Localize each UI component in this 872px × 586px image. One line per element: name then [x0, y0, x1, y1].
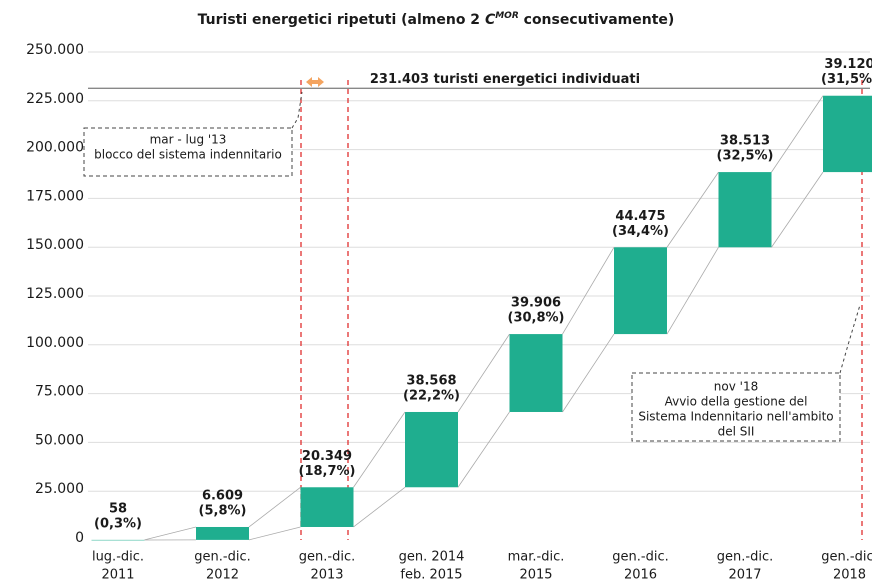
value-label: 39.120	[824, 57, 872, 72]
annotation-box	[83, 127, 293, 177]
bar	[196, 526, 249, 540]
y-tick-label: 25.000	[35, 481, 84, 497]
percent-label: (30,8%)	[508, 311, 565, 326]
connector	[248, 486, 301, 528]
grid	[88, 51, 870, 492]
value-label: 39.906	[511, 296, 561, 311]
bar	[300, 487, 354, 527]
percent-label: (22,2%)	[403, 388, 460, 403]
connector	[248, 526, 301, 541]
connector	[457, 411, 510, 488]
y-tick-label: 100.000	[26, 335, 84, 351]
y-tick-label: 250.000	[26, 42, 84, 58]
x-tick-label: 2012	[206, 568, 239, 583]
connector	[771, 171, 824, 248]
y-tick-label: 0	[75, 530, 84, 546]
y-tick-label: 225.000	[26, 91, 84, 107]
annotation-text: mar - lug '13	[150, 133, 227, 147]
bar	[91, 539, 145, 541]
value-label: 38.568	[406, 373, 456, 388]
connector	[353, 486, 406, 528]
percent-label: (32,5%)	[717, 149, 774, 164]
x-tick-label: gen.-dic.	[194, 550, 250, 565]
annotation-text: del SII	[718, 425, 755, 439]
value-label: 20.349	[302, 449, 352, 464]
y-tick-label: 200.000	[26, 140, 84, 156]
y-tick-label: 125.000	[26, 286, 84, 302]
x-tick-label: gen.-dic.	[612, 550, 668, 565]
x-tick-label: 2017	[728, 568, 761, 583]
connector	[457, 333, 510, 413]
value-label: 38.513	[720, 134, 770, 149]
percent-label: (31,5%)	[821, 72, 872, 87]
x-tick-label: lug.-dic.	[92, 550, 144, 565]
percent-label: (0,3%)	[94, 516, 142, 531]
value-label: 6.609	[202, 488, 243, 503]
percent-label: (34,4%)	[612, 224, 669, 239]
bar	[823, 95, 872, 173]
annotation-box	[631, 372, 841, 442]
connector	[562, 247, 615, 335]
annotation-text: Avvio della gestione del	[665, 395, 808, 409]
connector	[353, 411, 406, 488]
title-part: C	[485, 12, 496, 28]
x-tick-label: gen.-dic.	[821, 550, 872, 565]
bar	[405, 411, 458, 488]
x-tick-label: mar.-dic.	[508, 550, 565, 565]
connector	[771, 95, 824, 173]
bar	[718, 172, 772, 248]
x-tick-label: feb. 2015	[400, 568, 462, 583]
x-tick-label: gen. 2014	[399, 550, 465, 565]
x-tick-label: 2018	[833, 568, 866, 583]
x-tick-label: gen.-dic.	[299, 550, 355, 565]
connector	[666, 247, 719, 335]
y-tick-label: 150.000	[26, 237, 84, 253]
x-tick-label: 2016	[624, 568, 657, 583]
annotation-text: nov '18	[714, 380, 758, 394]
x-tick-label: 2013	[310, 568, 343, 583]
bar	[509, 334, 563, 412]
connector	[666, 171, 719, 248]
annotation-leader	[839, 304, 861, 374]
x-tick-label: gen.-dic.	[717, 550, 773, 565]
connector	[144, 526, 197, 541]
y-tick-label: 175.000	[26, 188, 84, 204]
x-tick-label: 2015	[519, 568, 552, 583]
annotations	[83, 77, 863, 540]
chart-title: Turisti energetici ripetuti (almeno 2 CM…	[198, 11, 675, 29]
x-tick-label: 2011	[101, 568, 134, 583]
value-label: 58	[109, 501, 127, 516]
annotation-text: Sistema Indennitario nell'ambito	[638, 410, 833, 424]
y-tick-label: 75.000	[35, 384, 84, 400]
y-tick-label: 50.000	[35, 432, 84, 448]
connector	[562, 333, 615, 413]
total-label: 231.403 turisti energetici individuati	[370, 72, 640, 87]
period-arrow	[306, 77, 324, 87]
percent-label: (5,8%)	[199, 503, 247, 518]
title-part: consecutivamente)	[519, 12, 675, 28]
bar	[614, 247, 667, 335]
title-part: Turisti energetici ripetuti (almeno 2	[198, 12, 485, 28]
annotation-text: blocco del sistema indennitario	[94, 148, 282, 162]
title-part: MOR	[495, 11, 519, 21]
value-label: 44.475	[615, 209, 665, 224]
percent-label: (18,7%)	[299, 464, 356, 479]
